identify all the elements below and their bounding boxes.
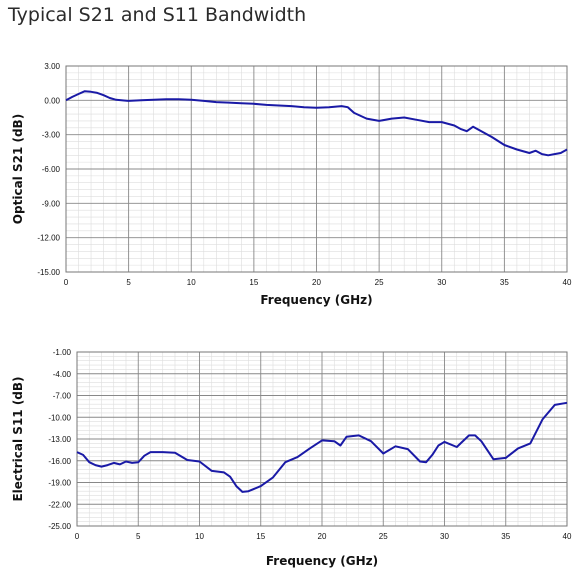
x-tick-label: 25 xyxy=(379,532,388,541)
x-tick-label: 40 xyxy=(563,532,572,541)
x-tick-label: 35 xyxy=(501,532,510,541)
chart-2: 0 5 10 15 20 25 30 35 40 -1.00 -4.00 -7.00 -10.00 -13… xyxy=(11,348,572,568)
y-tick-label: 3.00 xyxy=(44,62,60,71)
y-tick-label: -1.00 xyxy=(53,348,72,357)
x-tick-label: 35 xyxy=(500,278,509,287)
y-tick-label: -12.00 xyxy=(37,234,60,243)
x-tick-label: 20 xyxy=(312,278,321,287)
x-tick-label: 15 xyxy=(256,532,265,541)
chart-1: 0 5 10 15 20 25 30 35 40 3.00 0.00 -3.00 -6.00 -9.00 -… xyxy=(11,62,572,307)
x-tick-label: 5 xyxy=(136,532,141,541)
y-tick-label: -4.00 xyxy=(53,370,72,379)
y-tick-label: -13.00 xyxy=(48,435,71,444)
y-tick-label: -9.00 xyxy=(42,199,61,208)
plot-frame xyxy=(76,351,568,527)
y-tick-label: -6.00 xyxy=(42,165,61,174)
x-tick-label: 20 xyxy=(318,532,327,541)
y-tick-label: -19.00 xyxy=(48,479,71,488)
x-tick-label: 10 xyxy=(195,532,204,541)
x-tick-label: 40 xyxy=(563,278,572,287)
x-tick-label: 15 xyxy=(249,278,258,287)
plot-frame xyxy=(65,65,568,273)
series-line-1 xyxy=(76,401,568,493)
x-axis-label: Frequency (GHz) xyxy=(260,293,372,307)
x-tick-label: 25 xyxy=(375,278,384,287)
series-line-1 xyxy=(65,90,568,157)
x-tick-label: 5 xyxy=(126,278,131,287)
x-tick-label: 0 xyxy=(64,278,69,287)
x-tick-label: 0 xyxy=(75,532,80,541)
y-tick-label: -7.00 xyxy=(53,392,72,401)
page-title: Typical S21 and S11 Bandwidth xyxy=(8,4,307,26)
y-axis-label: Optical S21 (dB) xyxy=(11,114,25,224)
x-axis-label: Frequency (GHz) xyxy=(266,554,378,568)
y-tick-label: -15.00 xyxy=(37,268,60,277)
y-tick-label: -16.00 xyxy=(48,457,71,466)
x-tick-label: 30 xyxy=(440,532,449,541)
y-tick-label: -3.00 xyxy=(42,131,61,140)
y-axis-label: Electrical S11 (dB) xyxy=(11,376,25,501)
y-tick-label: 0.00 xyxy=(44,96,60,105)
y-tick-label: -22.00 xyxy=(48,500,71,509)
x-tick-label: 30 xyxy=(437,278,446,287)
x-tick-label: 10 xyxy=(187,278,196,287)
y-tick-label: -10.00 xyxy=(48,413,71,422)
y-tick-label: -25.00 xyxy=(48,522,71,531)
